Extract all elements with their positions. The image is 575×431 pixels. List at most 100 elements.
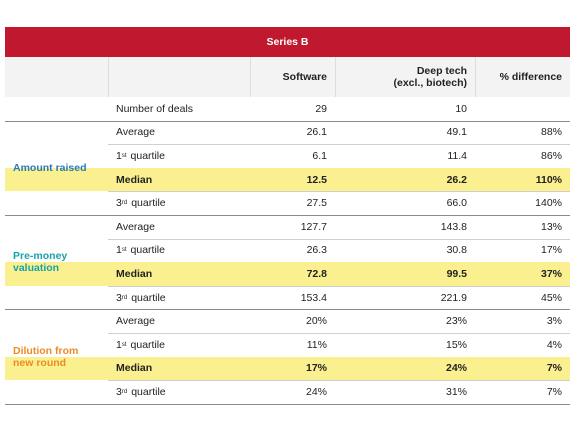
row-label: Median xyxy=(108,167,250,192)
cell: 7% xyxy=(546,385,562,398)
ordinal: 3 xyxy=(116,385,122,398)
divider xyxy=(5,215,570,216)
cell: 23% xyxy=(445,315,467,328)
cell: 26.3 xyxy=(306,244,327,257)
cell: 15% xyxy=(445,338,467,351)
cell: 88% xyxy=(540,126,562,139)
cell: 153.4 xyxy=(300,291,327,304)
ordinal-suffix: rd xyxy=(121,200,128,207)
cell: 37% xyxy=(475,262,570,286)
cell: 13% xyxy=(540,220,562,233)
divider xyxy=(108,191,570,193)
divider xyxy=(5,309,570,311)
column-header-line: Software xyxy=(282,71,327,83)
cell: 17% xyxy=(250,356,335,381)
cell: 140% xyxy=(535,197,562,210)
cell: 24% xyxy=(335,356,475,381)
cell: 20% xyxy=(305,315,327,328)
cell: 17% xyxy=(540,244,562,257)
label-text: quartile xyxy=(130,338,165,351)
ordinal: 1 xyxy=(116,338,122,351)
label-text: quartile xyxy=(131,197,166,210)
divider xyxy=(5,120,570,122)
ordinal-suffix: rd xyxy=(121,388,128,395)
column-header: Deep tech (excl., biotech) xyxy=(335,57,475,97)
divider xyxy=(108,285,570,287)
divider xyxy=(5,403,570,405)
ordinal-suffix: st xyxy=(121,152,127,159)
header-blank xyxy=(108,57,250,97)
column-header-line: % difference xyxy=(499,71,562,83)
cell: 110% xyxy=(475,167,570,192)
ordinal: 3 xyxy=(116,197,122,210)
label-text: Median xyxy=(116,173,153,186)
cell: 31% xyxy=(445,385,467,398)
column-header: Software xyxy=(250,57,335,97)
cell: 11.4 xyxy=(447,149,467,162)
cell: 26.1 xyxy=(306,126,327,139)
label-text: Median xyxy=(116,362,153,375)
label-text: quartile xyxy=(131,291,166,304)
label-text: quartile xyxy=(130,244,165,257)
cell: 11% xyxy=(306,338,327,351)
cell: 24% xyxy=(305,385,327,398)
cell: 143.8 xyxy=(440,220,467,233)
group-label: Amount raised xyxy=(13,161,87,174)
cell: 10 xyxy=(455,102,467,115)
ordinal: 1 xyxy=(116,149,122,162)
header-blank xyxy=(5,57,108,97)
cell: 4% xyxy=(546,338,562,351)
column-header-line: Deep tech xyxy=(416,65,467,77)
row-label: Average xyxy=(108,309,250,333)
label-text: Average xyxy=(116,126,155,139)
cell: 30.8 xyxy=(446,244,467,257)
label-text: Number of deals xyxy=(116,102,194,115)
cell: 99.5 xyxy=(335,262,475,286)
label-text: quartile xyxy=(131,385,166,398)
divider xyxy=(108,333,570,334)
column-header-line: (excl., biotech) xyxy=(393,77,467,89)
cell xyxy=(475,97,570,121)
group-label: Pre-money valuation xyxy=(13,250,68,275)
cell: 127.7 xyxy=(300,220,327,233)
divider xyxy=(108,238,570,240)
divider xyxy=(108,144,570,146)
cell: 221.9 xyxy=(440,291,467,304)
label-text: Median xyxy=(116,267,153,280)
ordinal: 1 xyxy=(116,244,122,257)
ordinal: 3 xyxy=(116,291,122,304)
cell: 45% xyxy=(540,291,562,304)
cell: 66.0 xyxy=(446,197,467,210)
label-text: Average xyxy=(116,315,155,328)
table-title: Series B xyxy=(5,27,570,57)
row-label: Median xyxy=(108,262,250,286)
cell: 72.8 xyxy=(250,262,335,286)
row-label: Average xyxy=(108,121,250,145)
cell: 12.5 xyxy=(250,167,335,192)
cell: 7% xyxy=(475,356,570,381)
cell: 29 xyxy=(315,102,327,115)
ordinal-suffix: st xyxy=(121,247,127,254)
row-label: Median xyxy=(108,356,250,381)
cell: 26.2 xyxy=(335,167,475,192)
cell: 6.1 xyxy=(312,149,327,162)
cell: 86% xyxy=(540,149,562,162)
group-label: Dilution from new round xyxy=(13,344,79,369)
divider xyxy=(108,380,570,382)
cell: 49.1 xyxy=(446,126,467,139)
ordinal-suffix: rd xyxy=(121,294,128,301)
label-text: Average xyxy=(116,220,155,233)
cell: 27.5 xyxy=(306,197,327,210)
row-label: Average xyxy=(108,215,250,239)
column-header: % difference xyxy=(475,57,570,97)
cell: 3% xyxy=(546,315,562,328)
ordinal-suffix: st xyxy=(121,341,127,348)
row-label: Number of deals xyxy=(108,97,250,121)
